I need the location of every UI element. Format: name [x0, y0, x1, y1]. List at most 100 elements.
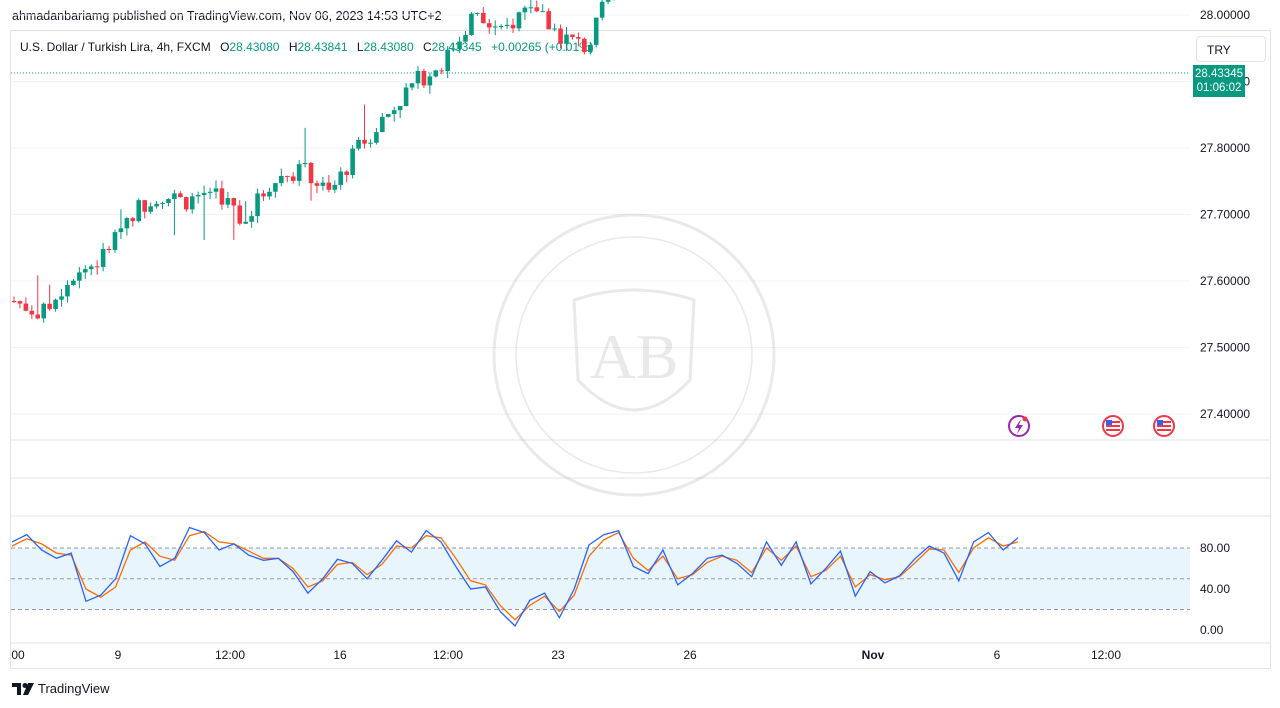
candle-body — [516, 12, 522, 29]
candle-body — [124, 218, 130, 229]
lightning-event-icon[interactable] — [1008, 415, 1030, 437]
tradingview-footer[interactable]: TradingView — [12, 681, 110, 696]
candle-body — [403, 87, 409, 107]
us-flag-event-icon[interactable] — [1102, 415, 1124, 437]
candles — [11, 0, 615, 323]
time-tick-label: 12:00 — [1091, 648, 1121, 662]
candle-body — [23, 303, 29, 311]
close-label: C — [422, 40, 432, 54]
candle-body — [344, 171, 349, 175]
oscillator-tick-label: 80.00 — [1200, 541, 1230, 555]
bar-countdown: 01:06:02 — [1196, 82, 1242, 94]
low-value: 28.43080 — [363, 40, 414, 54]
time-tick-label: 16 — [333, 648, 347, 662]
candle-body — [94, 266, 100, 268]
candle-body — [445, 49, 450, 72]
us-flag-event-icon[interactable] — [1153, 415, 1175, 437]
candle-body — [11, 300, 17, 302]
candle-body — [267, 191, 272, 197]
candle-body — [237, 205, 243, 224]
candle-body — [540, 11, 546, 13]
currency-button[interactable]: TRY — [1196, 36, 1266, 62]
candle-body — [178, 193, 183, 198]
symbol-title[interactable]: U.S. Dollar / Turkish Lira, 4h, FXCM — [20, 40, 211, 54]
candle-body — [504, 24, 510, 27]
candle-body — [213, 188, 219, 192]
candle-body — [593, 17, 599, 45]
candle-body — [486, 23, 492, 28]
time-tick-label: 26 — [683, 648, 697, 662]
candle-body — [391, 110, 397, 115]
footer-brand: TradingView — [38, 681, 110, 696]
candle-body — [326, 182, 332, 190]
candle-body — [77, 272, 82, 281]
candle-body — [142, 200, 147, 212]
candle-body — [183, 197, 189, 210]
high-label: H — [288, 40, 298, 54]
publisher-line: ahmadanbariamg published on TradingView.… — [12, 9, 442, 23]
candle-body — [53, 299, 58, 309]
candle-body — [71, 280, 76, 286]
candle-body — [599, 1, 605, 18]
candle-body — [189, 196, 195, 210]
last-price-label: 28.43345 01:06:02 — [1193, 65, 1245, 97]
last-price-value: 28.43345 — [1195, 68, 1243, 80]
price-tick-label: 27.60000 — [1200, 274, 1250, 288]
time-tick-label: 9 — [115, 648, 122, 662]
candle-body — [65, 285, 70, 297]
time-tick-label: 6 — [994, 648, 1001, 662]
candle-body — [457, 41, 462, 50]
candle-body — [207, 191, 213, 193]
candle-body — [433, 70, 439, 77]
grid — [11, 14, 1270, 644]
candle-body — [368, 142, 373, 144]
candle-body — [17, 301, 23, 304]
oscillator-axis: 80.00 40.00 0.00 — [1200, 541, 1230, 637]
high-value: 28.43841 — [297, 40, 348, 54]
candle-body — [528, 7, 534, 9]
candle-body — [160, 202, 165, 204]
candle-body — [255, 193, 260, 217]
candle-body — [552, 28, 557, 30]
candle-body — [106, 248, 112, 250]
open-value: 28.43080 — [229, 40, 280, 54]
candle-body — [225, 198, 231, 205]
close-value: 28.43345 — [431, 40, 482, 54]
candle-body — [195, 195, 201, 197]
candle-body — [380, 116, 385, 133]
candle-body — [166, 199, 171, 203]
candle-body — [498, 26, 504, 28]
candle-body — [314, 183, 320, 186]
candle-body — [397, 106, 403, 111]
candle-body — [296, 164, 302, 181]
open-label: O — [220, 40, 230, 54]
candle-body — [421, 70, 427, 86]
oscillator-tick-label: 40.00 — [1200, 582, 1230, 596]
candle-body — [100, 248, 106, 267]
stoch-k-line — [11, 526, 1019, 627]
candle-body — [587, 44, 593, 53]
candle-body — [492, 26, 498, 28]
stoch-d-line — [11, 530, 1019, 621]
time-tick-label: 12:00 — [433, 648, 463, 662]
candle-body — [469, 13, 474, 35]
candle-body — [136, 200, 142, 222]
candle-body — [522, 7, 528, 13]
candle-body — [112, 232, 118, 250]
candle-body — [172, 193, 177, 200]
event-icons — [1008, 415, 1175, 437]
candle-body — [564, 34, 569, 44]
oscillator-band — [11, 547, 1190, 610]
price-tick-label: 28.00000 — [1200, 8, 1250, 22]
candle-body — [320, 182, 326, 186]
candle-body — [546, 11, 551, 30]
candle-body — [41, 303, 47, 319]
candle-body — [558, 28, 563, 44]
candle-body — [201, 192, 207, 196]
candle-body — [338, 171, 344, 185]
candle-body — [510, 24, 516, 29]
candle-body — [231, 198, 237, 206]
watermark-logo: AB — [492, 213, 776, 497]
candle-body — [290, 176, 296, 181]
